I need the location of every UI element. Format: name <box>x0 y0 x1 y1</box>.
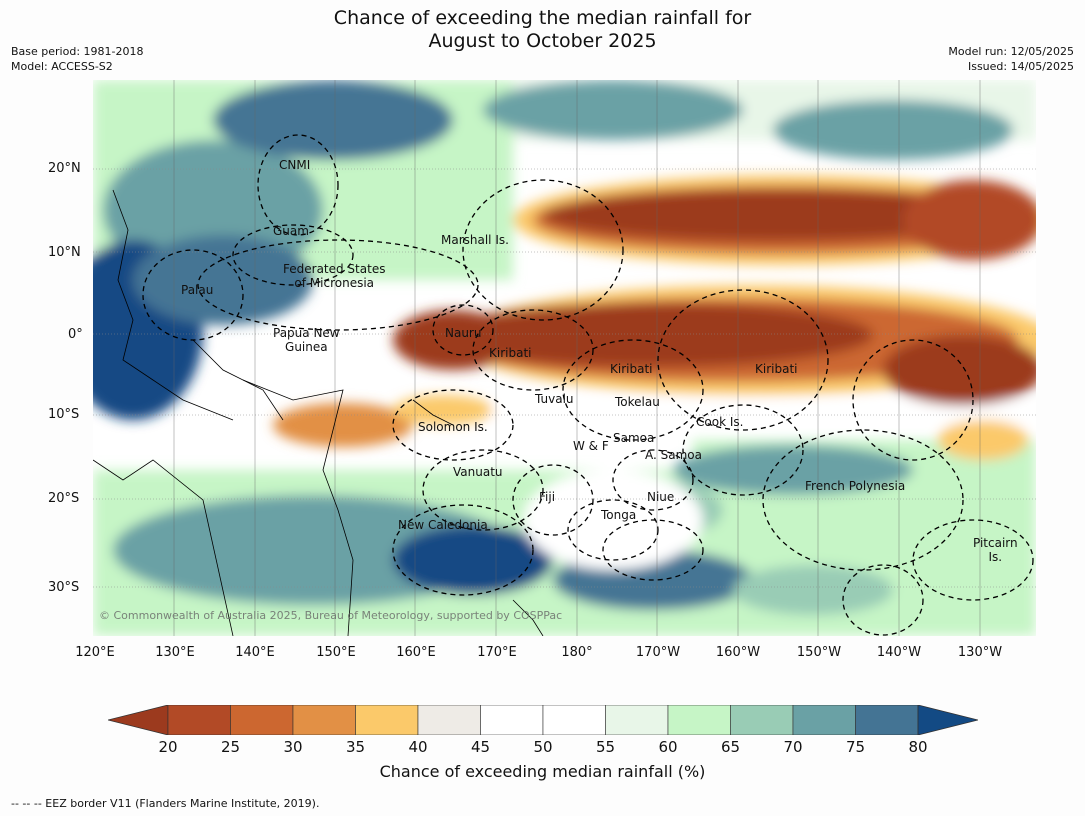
graticule <box>93 168 1036 588</box>
lon-label-160e: 160°E <box>396 645 436 660</box>
eez-borders <box>142 134 1034 636</box>
label-vanuatu: Vanuatu <box>453 465 503 479</box>
model-name: Model: ACCESS-S2 <box>11 60 113 73</box>
lat-label-0: 0° <box>68 327 83 342</box>
colorbar-tick-label: 55 <box>595 738 616 756</box>
colorbar <box>107 704 979 736</box>
lon-label-150e: 150°E <box>316 645 356 660</box>
label-marshall-islands: Marshall Is. <box>441 233 509 247</box>
base-period: Base period: 1981-2018 <box>11 45 144 58</box>
label-guam: Guam <box>273 224 309 238</box>
meridians <box>173 80 981 636</box>
lon-label-140w: 140°W <box>876 645 922 660</box>
label-nauru: Nauru <box>445 326 482 340</box>
colorbar-extend-high <box>917 704 979 736</box>
colorbar-swatch <box>605 704 669 736</box>
label-fsm: Federated States of Micronesia <box>283 262 386 290</box>
label-solomon-islands: Solomon Is. <box>418 420 488 434</box>
label-png: Papua New Guinea <box>273 326 340 354</box>
lat-label-30s: 30°S <box>48 580 80 595</box>
label-kiribati-east: Kiribati <box>755 362 798 376</box>
eez-legend-note: -- -- -- EEZ border V11 (Flanders Marine… <box>11 797 320 810</box>
label-french-polynesia: French Polynesia <box>805 479 906 493</box>
colorbar-tick-label: 50 <box>533 738 553 756</box>
label-fiji: Fiji <box>539 490 556 504</box>
colorbar-tick-label: 80 <box>908 738 928 756</box>
colorbar-swatch <box>542 704 606 736</box>
label-niue: Niue <box>647 490 675 504</box>
colorbar-swatch <box>230 704 294 736</box>
colorbar-tick-label: 75 <box>845 738 866 756</box>
colorbar-tick-label: 40 <box>408 738 428 756</box>
colorbar-tick-label: 35 <box>345 738 366 756</box>
label-kiribati-west: Kiribati <box>489 346 532 360</box>
colorbar-tick-label: 45 <box>470 738 491 756</box>
colorbar-swatch <box>667 704 731 736</box>
colorbar-swatches <box>107 704 979 736</box>
map-canvas <box>93 80 1036 636</box>
title-line-1: Chance of exceeding the median rainfall … <box>333 7 752 29</box>
label-tonga: Tonga <box>601 508 637 522</box>
label-new-caledonia: New Caledonia <box>398 518 488 532</box>
coastlines <box>93 189 544 636</box>
lon-label-170w: 170°W <box>635 645 681 660</box>
label-kiribati-central: Kiribati <box>610 362 653 376</box>
lon-label-160w: 160°W <box>715 645 761 660</box>
model-run: Model run: 12/05/2025 <box>948 45 1074 58</box>
meta-left: Base period: 1981-2018 Model: ACCESS-S2 <box>11 44 143 74</box>
label-samoa: Samoa <box>613 431 655 445</box>
colorbar-tick-label: 70 <box>783 738 803 756</box>
lon-label-120e: 120°E <box>75 645 115 660</box>
lat-label-20s: 20°S <box>48 491 80 506</box>
colorbar-tick-label: 60 <box>658 738 678 756</box>
label-tokelau: Tokelau <box>615 395 660 409</box>
issued-date: Issued: 14/05/2025 <box>967 60 1074 73</box>
meta-right: Model run: 12/05/2025 Issued: 14/05/2025 <box>948 44 1074 74</box>
lon-label-140e: 140°E <box>235 645 275 660</box>
lat-label-10n: 10°N <box>48 245 81 260</box>
colorbar-swatch <box>292 704 356 736</box>
label-tuvalu: Tuvalu <box>535 392 574 406</box>
lon-label-150w: 150°W <box>796 645 842 660</box>
lon-label-180: 180° <box>561 645 593 660</box>
label-cook-islands: Cook Is. <box>696 415 744 429</box>
colorbar-swatch <box>855 704 919 736</box>
lon-label-130e: 130°E <box>155 645 195 660</box>
label-american-samoa: A. Samoa <box>645 448 702 462</box>
label-pitcairn: Pitcairn Is. <box>973 536 1018 564</box>
colorbar-swatch <box>792 704 856 736</box>
lat-label-20n: 20°N <box>48 161 81 176</box>
colorbar-swatch <box>730 704 794 736</box>
colorbar-swatch <box>355 704 419 736</box>
label-palau: Palau <box>181 283 214 297</box>
colorbar-swatch <box>417 704 481 736</box>
label-cnmi: CNMI <box>279 158 311 172</box>
colorbar-label: Chance of exceeding median rainfall (%) <box>379 762 706 781</box>
colorbar-tick-label: 65 <box>720 738 741 756</box>
colorbar-extend-low <box>107 704 169 736</box>
colorbar-swatch <box>167 704 231 736</box>
title-line-2: August to October 2025 <box>428 30 657 52</box>
label-wallis-futuna: W & F <box>573 439 609 453</box>
lon-label-170e: 170°E <box>477 645 517 660</box>
copyright-notice: © Commonwealth of Australia 2025, Bureau… <box>99 609 563 622</box>
colorbar-tick-label: 25 <box>220 738 241 756</box>
rainfall-map: CNMI Guam Marshall Is. Federated States … <box>93 80 1036 636</box>
rainfall-shading <box>93 80 1036 636</box>
colorbar-swatch <box>480 704 544 736</box>
lat-label-10s: 10°S <box>48 407 80 422</box>
map-title: Chance of exceeding the median rainfall … <box>0 7 1085 53</box>
colorbar-tick-label: 20 <box>158 738 178 756</box>
lon-label-130w: 130°W <box>957 645 1003 660</box>
colorbar-tick-label: 30 <box>283 738 303 756</box>
